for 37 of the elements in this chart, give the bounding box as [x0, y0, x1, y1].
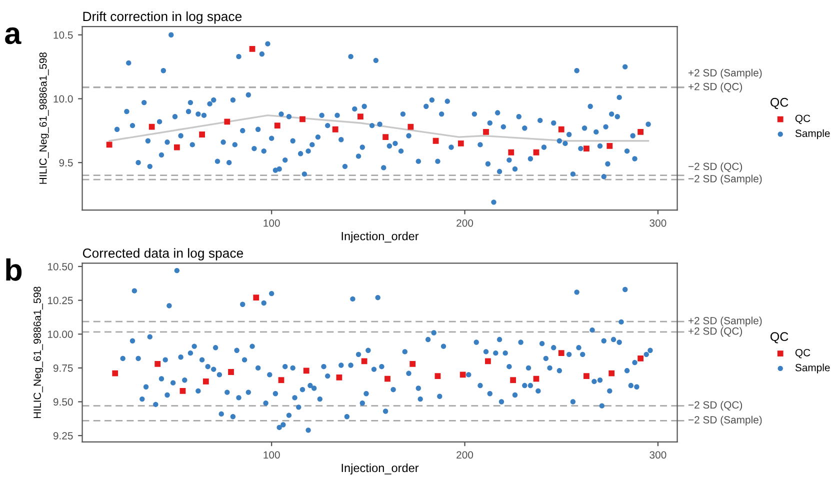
- y-tick-label: 9.25: [53, 432, 73, 440]
- x-tick-label: 300: [650, 451, 666, 459]
- y-tick-label: 10.00: [48, 330, 73, 338]
- legend-label: QC: [795, 114, 810, 124]
- ref-line-label: −2 SD (QC): [688, 162, 742, 172]
- legend-label: QC: [795, 348, 810, 358]
- y-tick-label: 10.5: [54, 31, 73, 39]
- x-tick-label: 100: [264, 219, 280, 227]
- y-axis-title: HILIC_Neg_61_9886a1_598: [39, 52, 49, 184]
- ref-line-label: +2 SD (Sample): [688, 316, 762, 326]
- y-tick-label: 9.75: [53, 364, 73, 372]
- x-tick-label: 300: [650, 219, 666, 227]
- y-tick-label: 9.5: [59, 159, 73, 166]
- x-tick-label: 200: [456, 451, 474, 459]
- ref-line-label: −2 SD (QC): [688, 400, 742, 411]
- ref-line-label: +2 SD (QC): [688, 327, 742, 337]
- ref-line-label: −2 SD (Sample): [688, 174, 762, 184]
- chart-title: Drift correction in log space: [83, 11, 242, 24]
- y-tick-label: 10.50: [48, 262, 73, 270]
- ref-line-label: +2 SD (QC): [688, 82, 742, 92]
- legend-title: QC: [770, 332, 788, 344]
- y-axis-title: HILIC_Neg_61_9886a1_598: [34, 286, 44, 418]
- text: a: [5, 27, 22, 44]
- legend-label: Sample: [795, 364, 830, 374]
- y-tick-label: 9.50: [53, 398, 73, 406]
- y-tick-label: 10.0: [54, 95, 73, 103]
- ref-line-label: −2 SD (Sample): [688, 416, 762, 426]
- legend-title: QC: [770, 98, 788, 110]
- text: b: [6, 258, 22, 281]
- legend-label: Sample: [795, 129, 830, 140]
- x-tick-label: 200: [456, 219, 474, 227]
- x-axis-title: Injection_order: [342, 463, 419, 474]
- y-tick-label: 10.25: [48, 296, 73, 304]
- x-axis-title: Injection_order: [342, 232, 419, 243]
- chart-title: Corrected data in log space: [82, 248, 244, 260]
- x-tick-label: 100: [264, 451, 280, 459]
- ref-line-label: +2 SD (Sample): [688, 68, 762, 79]
